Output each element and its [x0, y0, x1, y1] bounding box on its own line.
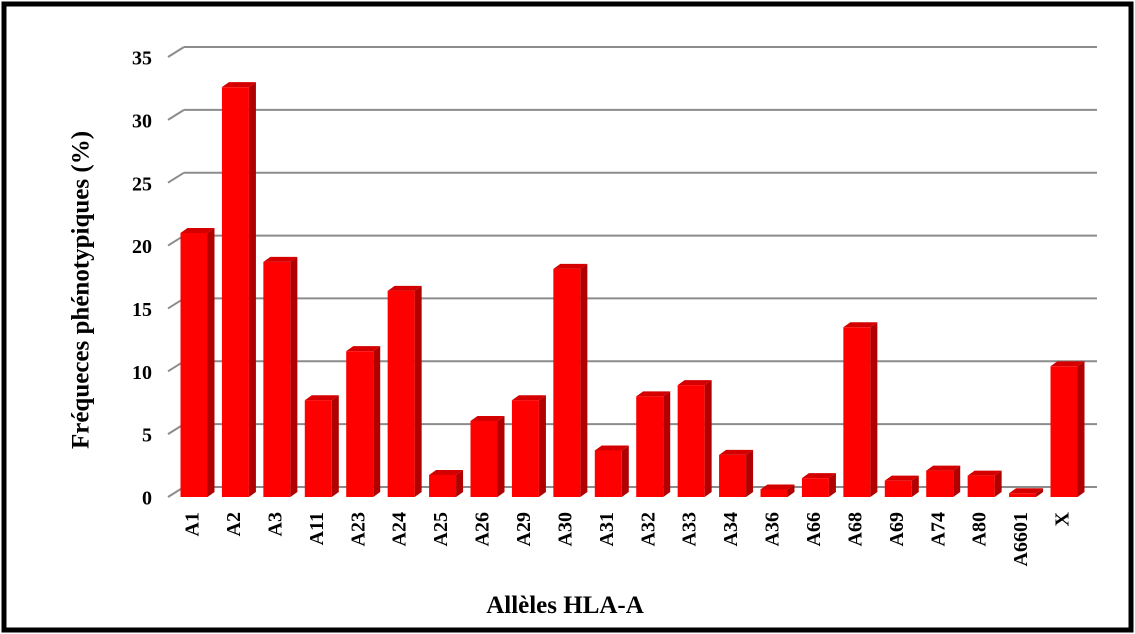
x-tick-label: X	[1052, 511, 1074, 526]
x-tick-label: A80	[969, 512, 991, 546]
bar	[180, 228, 215, 497]
x-tick-label: A69	[886, 512, 908, 546]
grid-line	[167, 171, 185, 184]
y-tick-label: 30	[132, 110, 152, 132]
bar	[429, 470, 464, 497]
y-tick-label: 20	[132, 236, 152, 258]
y-tick-label: 25	[132, 173, 152, 195]
y-tick-label: 10	[132, 362, 152, 384]
x-axis-title: Allèles HLA-A	[486, 592, 644, 619]
bar	[884, 475, 919, 497]
y-axis-title: Fréqueces phénotypiques (%)	[68, 131, 95, 449]
x-tick-label: A2	[223, 512, 245, 536]
x-tick-label: A6601	[1010, 512, 1032, 566]
x-tick-label: A1	[182, 512, 204, 536]
y-tick-label: 5	[142, 425, 152, 447]
bar	[553, 263, 588, 497]
x-tick-label: A24	[389, 512, 411, 546]
bar	[263, 256, 298, 497]
bar	[221, 82, 256, 498]
bar	[926, 465, 961, 497]
x-tick-label: A34	[720, 512, 742, 546]
x-tick-label: A36	[762, 512, 784, 546]
x-tick-label: A29	[513, 512, 535, 546]
grid-line	[167, 109, 185, 121]
y-tick-label: 15	[132, 299, 152, 321]
bar	[1009, 488, 1044, 497]
bar	[677, 380, 712, 497]
bar	[346, 346, 381, 497]
bar	[304, 395, 339, 497]
x-tick-label: A68	[844, 512, 866, 546]
x-tick-label: A26	[472, 512, 494, 546]
x-tick-label: A66	[803, 512, 825, 546]
x-tick-label: A23	[347, 512, 369, 546]
x-tick-label: A74	[927, 512, 949, 546]
bar	[801, 473, 836, 497]
bar	[636, 391, 671, 497]
x-tick-label: A3	[264, 512, 286, 536]
y-tick-label: 35	[132, 48, 152, 70]
x-tick-label: A11	[306, 512, 328, 545]
bar	[760, 484, 795, 497]
bar	[511, 395, 546, 497]
bar	[1050, 361, 1085, 497]
x-tick-label: A33	[679, 512, 701, 546]
bar	[387, 285, 422, 497]
x-tick-label: A25	[430, 512, 452, 546]
bar	[594, 445, 629, 497]
x-tick-label: A32	[637, 512, 659, 546]
x-tick-label: A30	[554, 512, 576, 546]
bar	[719, 449, 754, 497]
grid-line	[167, 46, 185, 58]
x-tick-label: A31	[596, 512, 618, 546]
bar	[470, 415, 505, 497]
bar	[967, 470, 1002, 497]
bar	[843, 322, 878, 497]
y-tick-label: 0	[142, 488, 152, 510]
